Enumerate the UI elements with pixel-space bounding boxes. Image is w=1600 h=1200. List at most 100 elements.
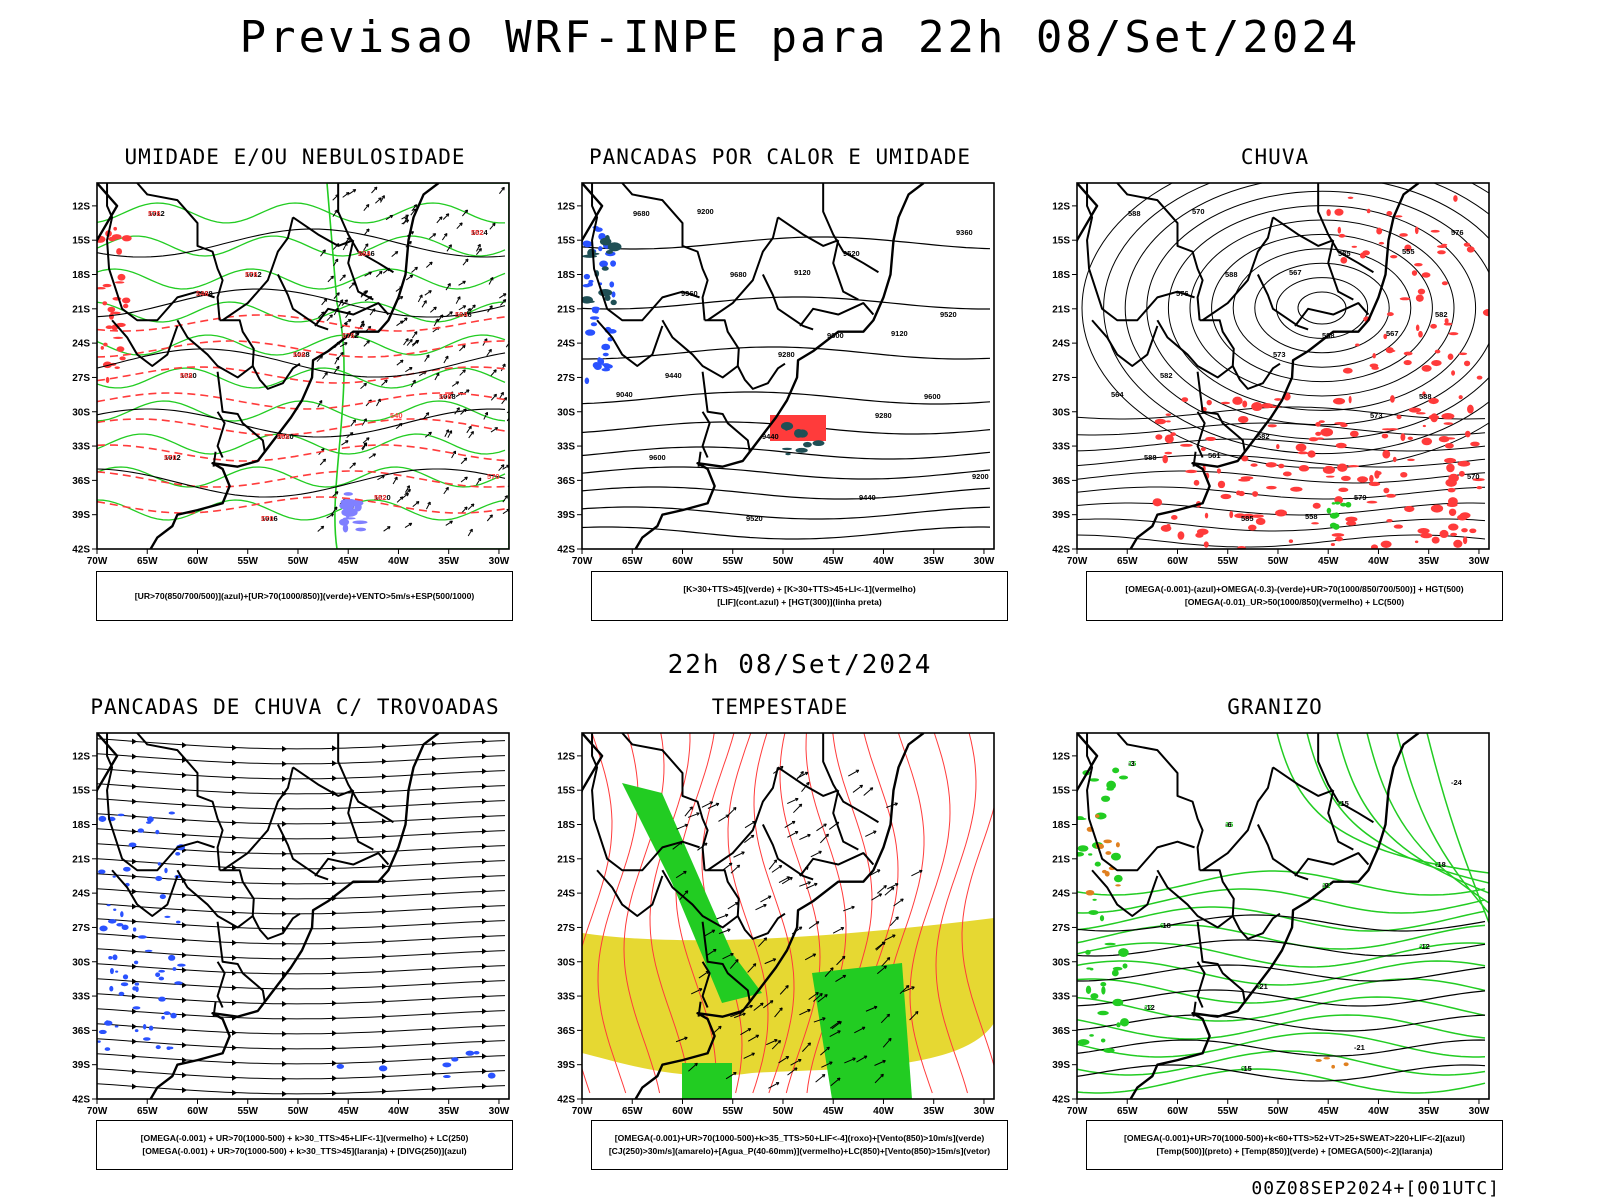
lon-tick-label: 45W: [823, 556, 844, 567]
contour-label: 546: [293, 350, 306, 359]
temp850-contour: [1077, 845, 1089, 852]
wind-vector: [329, 314, 333, 318]
wind850-vector: [728, 862, 733, 867]
rain-zone: [1242, 400, 1248, 408]
streamline-arrow: [282, 970, 287, 977]
divergence-zone: [134, 960, 139, 965]
wind-vector: [445, 520, 453, 526]
wind850-vector: [768, 859, 778, 870]
streamline: [97, 753, 506, 765]
country-border: [106, 183, 215, 322]
country-border: [251, 912, 301, 940]
contour-label: 1012: [164, 453, 181, 462]
wind850-vector: [863, 1055, 868, 1059]
lif-contour: [584, 377, 590, 385]
wind-vector: [467, 503, 475, 510]
rain-zone: [1437, 250, 1446, 255]
wind-vector: [339, 342, 348, 348]
wind850-vector: [825, 833, 829, 838]
rain-zone: [1155, 434, 1163, 440]
streamline-arrow: [432, 950, 437, 957]
rain-zone: [1368, 481, 1381, 487]
contour-label: 9360: [681, 289, 698, 298]
wind-vector: [500, 464, 505, 468]
divergence-zone: [132, 1006, 141, 1010]
lif-contour: [591, 306, 601, 311]
divergence-zone: [168, 954, 176, 961]
wind-vector: [458, 280, 466, 286]
divergence-zone: [108, 955, 113, 960]
streamline-arrow: [132, 903, 137, 910]
temp850-contour: [1077, 1068, 1486, 1094]
rain-zone: [1297, 451, 1309, 455]
map-frame: [581, 182, 995, 550]
wind850-vector: [696, 812, 700, 816]
rain-zone: [1476, 375, 1483, 380]
lat-tick-label: 12S: [1052, 201, 1070, 212]
wind850-vector: [814, 882, 818, 887]
wind-vector: [384, 379, 388, 384]
panel-title: CHUVA: [1240, 145, 1310, 169]
wind850-vector: [821, 1073, 826, 1078]
rain-zone: [1378, 241, 1385, 245]
rain-zone: [1338, 487, 1349, 493]
wind850-vector: [880, 1013, 890, 1024]
wind-vector: [484, 411, 489, 416]
humidity-blob-blue: [355, 527, 367, 532]
wind850-vector: [735, 959, 739, 963]
rain-zone: [1315, 431, 1322, 436]
thickness-contour: [103, 342, 108, 347]
divergence-zone: [142, 1037, 151, 1041]
thickness-contour: [97, 286, 106, 290]
streamline-arrow: [232, 1089, 237, 1096]
lif-contour: [601, 368, 611, 372]
legend-granizo: [OMEGA(-0.001)+UR>70(1000-500)+k<60+TTS>…: [1086, 1120, 1503, 1170]
wind850-vector: [750, 834, 755, 839]
wind-vector: [477, 477, 482, 481]
wind850-vector: [733, 806, 737, 811]
rain-zone: [1307, 450, 1316, 458]
rain-zone: [1326, 209, 1331, 217]
thickness-contour: [114, 366, 120, 369]
wind-vector: [503, 397, 508, 401]
wind850-vector: [722, 953, 734, 960]
thickness-contour: [97, 418, 506, 436]
lon-tick-label: 30W: [974, 556, 995, 567]
rain-zone: [1446, 463, 1455, 473]
wind850-vector: [725, 1072, 737, 1080]
streamline-arrow: [482, 933, 487, 940]
panel-title: GRANIZO: [1227, 695, 1323, 719]
wind850-vector: [709, 801, 714, 805]
wind-vector: [334, 491, 339, 495]
streamline-arrow: [482, 903, 487, 910]
contour-label: -9: [1322, 881, 1329, 890]
thickness-contour: [122, 303, 129, 309]
rain-zone: [1315, 422, 1321, 427]
wind850-vector: [886, 1013, 891, 1018]
rain-zone: [1467, 404, 1474, 414]
thickness-contour: [110, 311, 121, 315]
lat-tick-label: 42S: [1052, 545, 1070, 556]
wind850-vector: [742, 1012, 746, 1017]
lon-tick-label: 30W: [1469, 556, 1490, 567]
wind850-vector: [887, 883, 899, 890]
country-border: [777, 216, 839, 247]
wind-vector: [460, 408, 467, 415]
contour-label: 573: [1273, 350, 1286, 359]
wind850-vector: [753, 1002, 764, 1011]
streamline-arrow: [232, 864, 237, 871]
wind-vector: [407, 488, 411, 493]
contour-label: 1016: [358, 249, 375, 258]
rain-zone: [1441, 413, 1455, 420]
streamline-arrow: [132, 858, 137, 865]
lat-tick-label: 33S: [72, 992, 90, 1003]
rain-zone: [1464, 430, 1471, 438]
streamline: [97, 918, 506, 930]
lif-contour: [610, 260, 617, 267]
map-frame: [96, 182, 510, 550]
rain-zone: [1450, 532, 1458, 537]
wind-vector: [470, 503, 475, 507]
streamline-arrow: [132, 1023, 137, 1030]
streamline-arrow: [382, 968, 387, 975]
contour-label: 1016: [261, 514, 278, 523]
